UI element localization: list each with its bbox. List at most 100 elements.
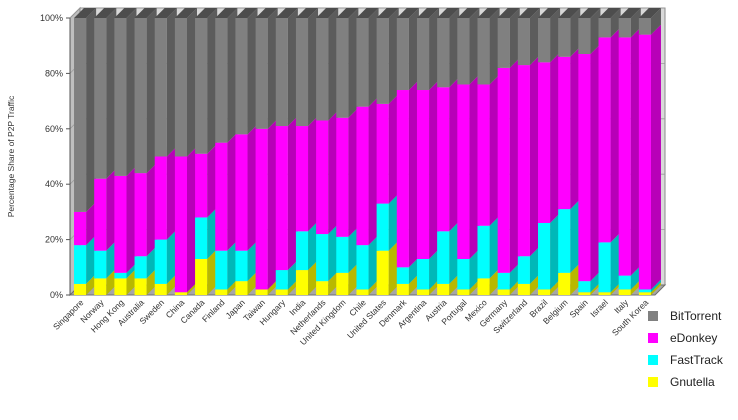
bar-edonkey-germany bbox=[497, 67, 510, 273]
bar-edonkey-brazil-side bbox=[550, 52, 561, 223]
bar-gnutella-mexico bbox=[477, 278, 490, 295]
bar-bittorrent-united-states-side bbox=[388, 8, 399, 104]
bar-bittorrent-hungary-side bbox=[287, 8, 298, 127]
bar-gnutella-finland-side bbox=[227, 279, 238, 295]
bar-top-belgium bbox=[558, 8, 581, 18]
bar-edonkey-hong-kong-side bbox=[126, 165, 137, 273]
bar-gnutella-japan bbox=[235, 281, 248, 295]
bar-edonkey-canada bbox=[195, 153, 208, 218]
bar-gnutella-finland bbox=[215, 289, 228, 295]
bar-fasttrack-hong-kong bbox=[114, 272, 127, 279]
bar-gnutella-portugal bbox=[457, 289, 470, 295]
bar-gnutella-hong-kong bbox=[114, 278, 127, 295]
bar-edonkey-sweden-side bbox=[166, 146, 177, 240]
bar-gnutella-united-kingdom bbox=[336, 272, 349, 295]
bar-gnutella-switzerland-side bbox=[529, 273, 540, 295]
bar-bittorrent-hungary bbox=[275, 18, 288, 127]
y-tick-label: 80% bbox=[45, 68, 63, 78]
bar-bittorrent-germany-side bbox=[509, 8, 520, 68]
bar-top-chile bbox=[356, 8, 379, 18]
bar-gnutella-hungary-side bbox=[287, 279, 298, 295]
bar-gnutella-india-side bbox=[308, 260, 319, 295]
bar-edonkey-spain-side bbox=[590, 44, 601, 282]
bar-edonkey-south-korea-side bbox=[650, 24, 661, 290]
bar-top-denmark bbox=[396, 8, 419, 18]
bar-edonkey-china bbox=[174, 156, 187, 293]
legend-label-edonkey: eDonkey bbox=[670, 331, 718, 345]
bar-gnutella-china-side bbox=[187, 282, 197, 295]
y-tick-label: 100% bbox=[40, 13, 63, 23]
bar-gnutella-sweden bbox=[154, 283, 167, 295]
bar-fasttrack-finland-side bbox=[227, 240, 238, 290]
bar-fasttrack-japan-side bbox=[247, 240, 258, 282]
bar-gnutella-brazil bbox=[538, 289, 551, 295]
bar-fasttrack-denmark bbox=[396, 267, 409, 284]
bar-gnutella-canada bbox=[195, 258, 208, 295]
bar-edonkey-italy bbox=[618, 37, 631, 276]
bar-gnutella-norway bbox=[94, 278, 107, 295]
bar-top-united-kingdom bbox=[336, 8, 359, 18]
bar-bittorrent-spain-side bbox=[590, 8, 601, 55]
bar-edonkey-netherlands-side bbox=[328, 110, 339, 235]
bar-bittorrent-germany bbox=[497, 18, 510, 68]
bar-gnutella-norway-side bbox=[106, 268, 117, 295]
bar-gnutella-sweden-side bbox=[166, 273, 177, 295]
bar-bittorrent-argentina-side bbox=[429, 8, 440, 91]
bar-edonkey-denmark bbox=[396, 90, 409, 268]
bar-edonkey-taiwan-side bbox=[267, 118, 278, 290]
bar-gnutella-australia bbox=[134, 278, 147, 295]
bar-fasttrack-brazil-side bbox=[550, 212, 561, 290]
bar-gnutella-israel bbox=[598, 292, 611, 295]
bar-edonkey-singapore-side bbox=[86, 201, 97, 246]
bar-bittorrent-norway bbox=[94, 18, 107, 179]
bar-fasttrack-austria bbox=[437, 231, 450, 284]
bar-gnutella-mexico-side bbox=[489, 268, 500, 295]
bar-edonkey-belgium-side bbox=[570, 46, 581, 210]
bar-fasttrack-sweden-side bbox=[166, 229, 177, 284]
bar-fasttrack-india bbox=[295, 231, 309, 271]
bar-fasttrack-italy-side bbox=[630, 265, 641, 290]
bar-fasttrack-chile-side bbox=[368, 235, 379, 290]
bar-bittorrent-finland bbox=[215, 18, 228, 143]
bar-edonkey-sweden bbox=[154, 156, 167, 240]
bar-fasttrack-norway bbox=[94, 250, 107, 279]
bar-top-spain bbox=[578, 8, 601, 18]
legend-item-fasttrack: FastTrack bbox=[648, 349, 723, 371]
legend-item-edonkey: eDonkey bbox=[648, 327, 723, 349]
bar-bittorrent-israel-side bbox=[610, 8, 621, 38]
bar-gnutella-taiwan bbox=[255, 289, 268, 295]
bar-gnutella-china bbox=[174, 292, 187, 295]
bar-bittorrent-argentina bbox=[416, 18, 430, 91]
bar-fasttrack-united-kingdom-side bbox=[348, 226, 359, 273]
bar-bittorrent-norway-side bbox=[106, 8, 117, 179]
bar-top-canada bbox=[195, 8, 218, 18]
bar-edonkey-austria-side bbox=[449, 77, 460, 232]
bar-fasttrack-chile bbox=[356, 245, 369, 290]
bar-gnutella-canada-side bbox=[207, 248, 218, 295]
bar-bittorrent-australia-side bbox=[146, 8, 157, 174]
bar-gnutella-singapore bbox=[74, 283, 87, 295]
bar-fasttrack-south-korea bbox=[638, 289, 651, 293]
bar-top-norway bbox=[94, 8, 117, 18]
y-tick-label: 60% bbox=[45, 124, 63, 134]
bar-bittorrent-switzerland bbox=[517, 18, 530, 66]
bar-gnutella-south-korea bbox=[638, 292, 651, 295]
bar-bittorrent-china bbox=[174, 18, 187, 157]
bar-gnutella-netherlands bbox=[316, 281, 329, 295]
bar-top-portugal bbox=[457, 8, 480, 18]
bar-top-israel bbox=[598, 8, 621, 18]
bar-fasttrack-japan bbox=[235, 250, 248, 282]
bar-bittorrent-canada-side bbox=[207, 8, 218, 154]
bar-fasttrack-canada bbox=[195, 217, 208, 259]
bar-top-finland bbox=[215, 8, 238, 18]
bar-fasttrack-switzerland-side bbox=[529, 246, 540, 284]
bar-bittorrent-denmark bbox=[396, 18, 409, 91]
bar-top-japan bbox=[235, 8, 258, 18]
bar-bittorrent-chile-side bbox=[368, 8, 379, 107]
bar-fasttrack-italy bbox=[618, 275, 631, 290]
bar-bittorrent-denmark-side bbox=[408, 8, 419, 91]
bar-edonkey-argentina bbox=[416, 90, 430, 259]
bar-fasttrack-netherlands bbox=[316, 234, 329, 282]
bar-edonkey-singapore bbox=[74, 211, 87, 246]
bar-bittorrent-japan bbox=[235, 18, 248, 135]
